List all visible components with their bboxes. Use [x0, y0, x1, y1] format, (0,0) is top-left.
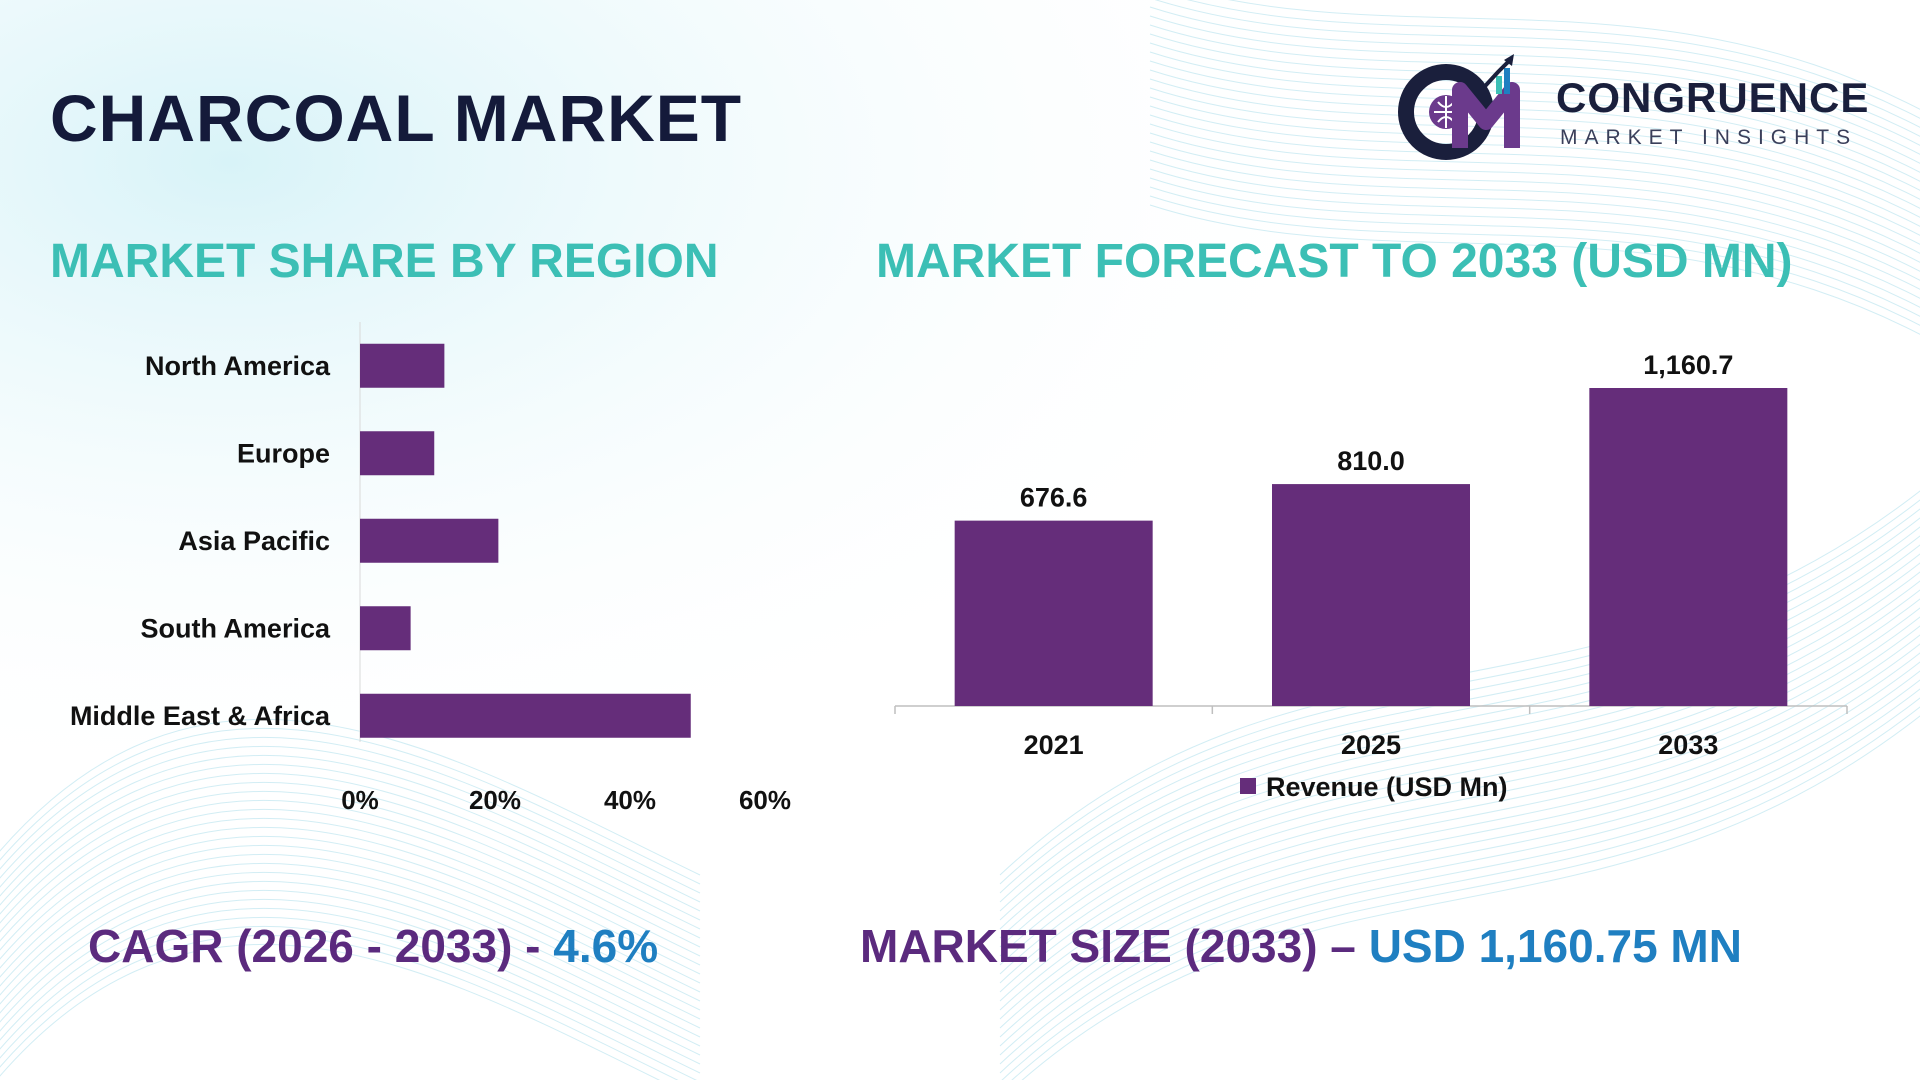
page-title: CHARCOAL MARKET: [50, 81, 743, 155]
forecast-category-label: 2033: [1658, 730, 1718, 760]
region-bar: [360, 343, 445, 388]
region-x-tick-label: 20%: [469, 785, 521, 815]
region-x-tick-label: 40%: [604, 785, 656, 815]
logo-tagline: MARKET INSIGHTS: [1560, 126, 1858, 149]
market-size-label: MARKET SIZE (2033) –: [860, 920, 1356, 972]
region-category-label: North America: [145, 351, 331, 381]
forecast-category-label: 2021: [1024, 730, 1084, 760]
region-category-label: Asia Pacific: [178, 526, 330, 556]
cagr-value: 4.6%: [553, 920, 659, 972]
forecast-data-label: 676.6: [1020, 483, 1088, 513]
region-chart-title: MARKET SHARE BY REGION: [50, 235, 719, 288]
forecast-bar: [954, 520, 1153, 706]
region-category-label: South America: [140, 613, 331, 643]
legend-label: Revenue (USD Mn): [1266, 772, 1508, 802]
cagr-label: CAGR (2026 - 2033) -: [88, 920, 541, 972]
region-bar: [360, 606, 411, 651]
forecast-chart-title: MARKET FORECAST TO 2033 (USD MN): [876, 235, 1793, 288]
region-category-label: Middle East & Africa: [70, 701, 331, 731]
market-size-value: USD 1,160.75 MN: [1368, 920, 1742, 972]
forecast-bar: [1589, 388, 1788, 706]
company-logo: CONGRUENCE MARKET INSIGHTS: [1398, 52, 1868, 162]
forecast-chart: 676.6 2021 810.0 2025 1,160.7 2033 Revenue (US…: [894, 350, 1848, 802]
region-category-label: Europe: [237, 438, 330, 468]
region-bar: [360, 693, 691, 738]
region-x-tick-label: 60%: [739, 785, 791, 815]
region-share-chart: North America Europe Asia Pacific South Ame…: [70, 322, 791, 815]
forecast-bar: [1272, 484, 1470, 706]
forecast-data-label: 810.0: [1337, 446, 1405, 476]
cm-logo-icon: [1398, 54, 1520, 160]
cagr-stat: CAGR (2026 - 2033) - 4.6%: [88, 916, 658, 976]
logo-name: CONGRUENCE: [1556, 74, 1870, 121]
forecast-category-label: 2025: [1341, 730, 1401, 760]
region-bar: [360, 518, 499, 563]
market-size-stat: MARKET SIZE (2033) – USD 1,160.75 MN: [860, 916, 1742, 976]
forecast-data-label: 1,160.7: [1643, 350, 1733, 380]
region-x-tick-label: 0%: [341, 785, 379, 815]
legend-swatch: [1240, 778, 1256, 794]
region-bar: [360, 431, 435, 476]
